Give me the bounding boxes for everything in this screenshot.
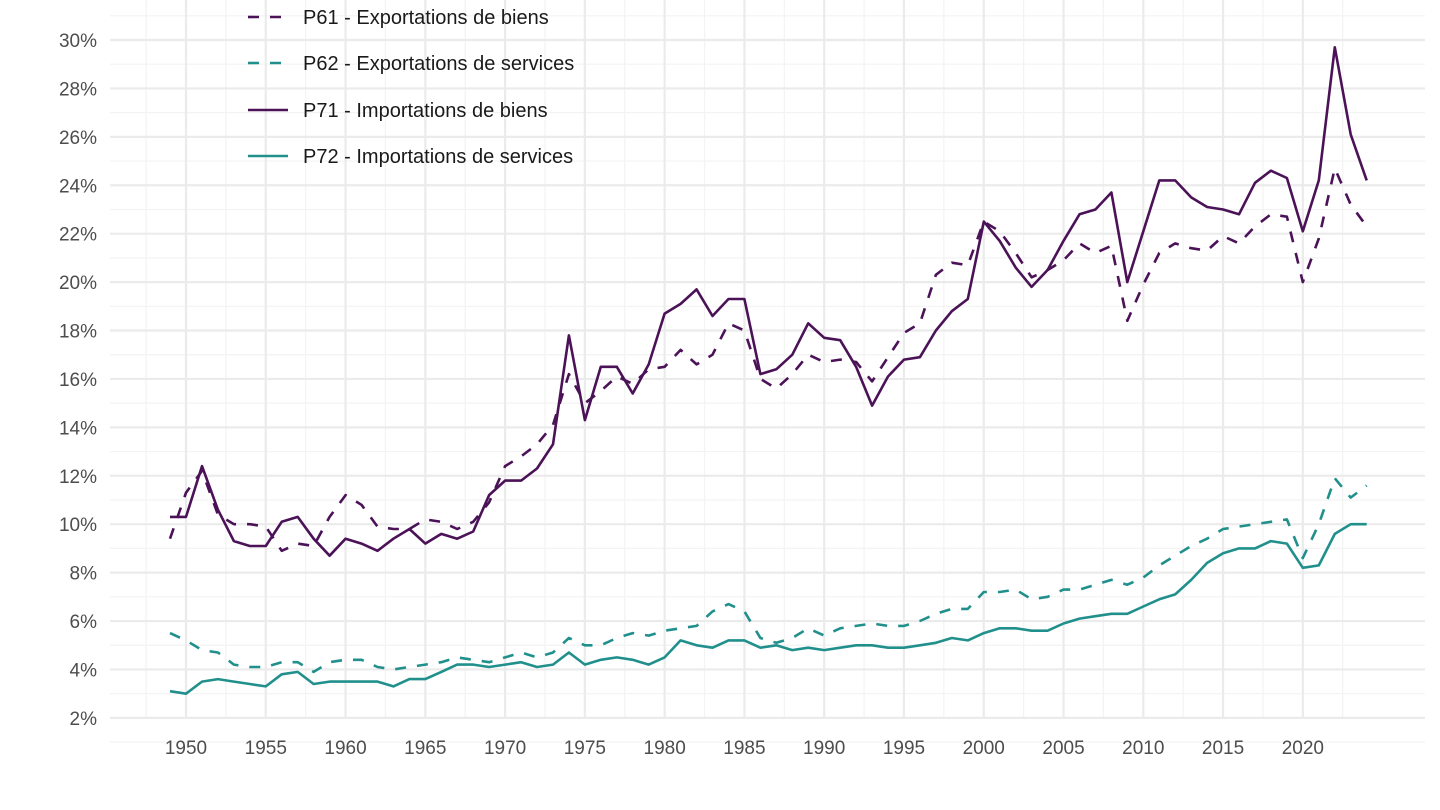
y-tick-label: 8% [70, 564, 98, 585]
y-tick-label: 30% [59, 31, 97, 52]
y-tick-label: 16% [59, 370, 97, 391]
x-tick-label: 2020 [1282, 738, 1324, 759]
series-line-p61 [168, 167, 1368, 553]
x-tick-label: 2000 [963, 738, 1005, 759]
x-tick-label: 1985 [723, 738, 765, 759]
legend-label: P62 - Exportations de services [303, 53, 574, 75]
x-tick-label: 2005 [1042, 738, 1084, 759]
x-tick-label: 1970 [484, 738, 526, 759]
series-line-p72 [169, 522, 1367, 696]
x-tick-label: 1955 [245, 738, 287, 759]
y-tick-label: 10% [59, 515, 97, 536]
x-tick-label: 1965 [404, 738, 446, 759]
legend: P61 - Exportations de biens P62 - Exporta… [248, 7, 574, 168]
x-tick-label: 2010 [1122, 738, 1164, 759]
x-tick-label: 1980 [644, 738, 686, 759]
x-axis: 1950 1955 1960 1965 1970 1975 1980 1985 1990 1995… [165, 738, 1324, 759]
minor-gridlines-x [145, 0, 1344, 718]
x-tick-label: 2015 [1202, 738, 1244, 759]
y-tick-label: 22% [59, 225, 97, 246]
y-axis: 2% 4% 6% 8% 10% 12% 14% 16% 18% 20% 22% 24% 26% 28% 30… [59, 31, 97, 730]
series-lines [168, 45, 1368, 696]
legend-label: P71 - Importations de biens [303, 100, 548, 122]
major-gridlines-x [184, 0, 1304, 718]
series-line-p71 [170, 45, 1368, 558]
legend-label: P61 - Exportations de biens [303, 7, 549, 29]
legend-label: P72 - Importations de services [303, 146, 573, 168]
y-tick-label: 2% [70, 709, 98, 730]
x-tick-label: 1990 [803, 738, 845, 759]
y-tick-label: 28% [59, 79, 97, 100]
major-gridlines-y [110, 38, 1425, 719]
y-tick-label: 6% [70, 612, 98, 633]
series-line-p62 [169, 476, 1368, 674]
y-tick-label: 4% [70, 660, 98, 681]
y-tick-label: 20% [59, 273, 97, 294]
x-tick-label: 1960 [324, 738, 366, 759]
y-tick-label: 14% [59, 418, 97, 439]
x-tick-label: 1975 [564, 738, 606, 759]
y-tick-label: 12% [59, 467, 97, 488]
x-tick-label: 1950 [165, 738, 207, 759]
y-tick-label: 18% [59, 322, 97, 343]
y-tick-label: 26% [59, 128, 97, 149]
y-tick-label: 24% [59, 176, 97, 197]
minor-gridlines-y [110, 15, 1425, 743]
x-tick-label: 1995 [883, 738, 925, 759]
